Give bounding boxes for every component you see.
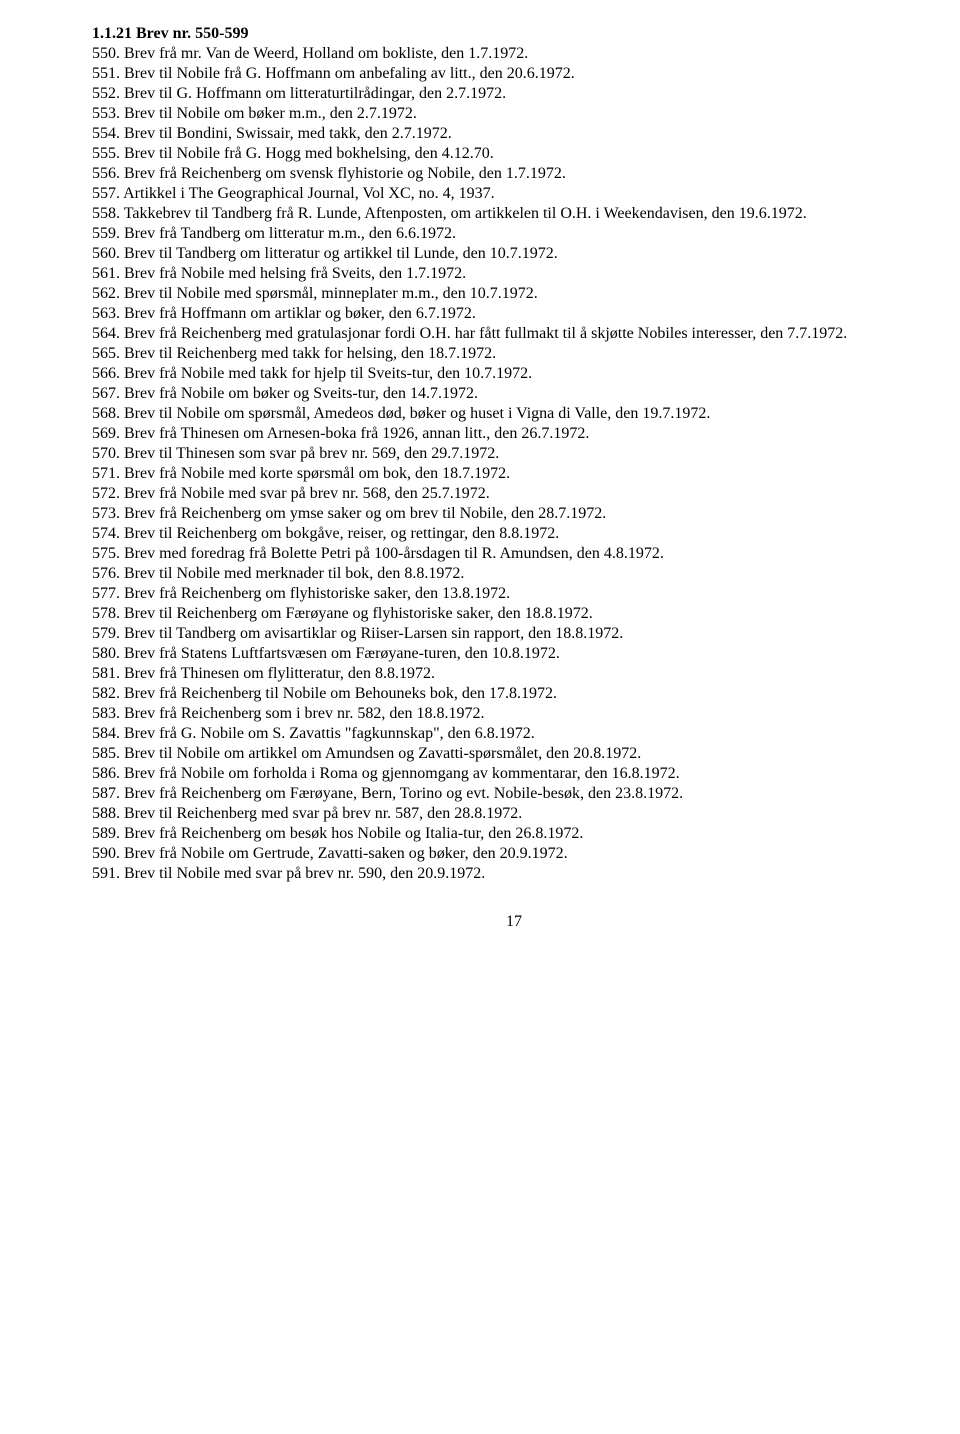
list-entry: 586. Brev frå Nobile om forholda i Roma …: [92, 764, 936, 784]
list-entry: 588. Brev til Reichenberg med svar på br…: [92, 804, 936, 824]
list-entry: 574. Brev til Reichenberg om bokgåve, re…: [92, 524, 936, 544]
list-entry: 582. Brev frå Reichenberg til Nobile om …: [92, 684, 936, 704]
list-entry: 550. Brev frå mr. Van de Weerd, Holland …: [92, 44, 936, 64]
list-entry: 566. Brev frå Nobile med takk for hjelp …: [92, 364, 936, 384]
entries-list: 550. Brev frå mr. Van de Weerd, Holland …: [92, 44, 936, 884]
list-entry: 578. Brev til Reichenberg om Færøyane og…: [92, 604, 936, 624]
list-entry: 579. Brev til Tandberg om avisartiklar o…: [92, 624, 936, 644]
list-entry: 564. Brev frå Reichenberg med gratulasjo…: [92, 324, 936, 344]
list-entry: 577. Brev frå Reichenberg om flyhistoris…: [92, 584, 936, 604]
list-entry: 555. Brev til Nobile frå G. Hogg med bok…: [92, 144, 936, 164]
list-entry: 581. Brev frå Thinesen om flylitteratur,…: [92, 664, 936, 684]
list-entry: 571. Brev frå Nobile med korte spørsmål …: [92, 464, 936, 484]
list-entry: 557. Artikkel i The Geographical Journal…: [92, 184, 936, 204]
list-entry: 553. Brev til Nobile om bøker m.m., den …: [92, 104, 936, 124]
list-entry: 587. Brev frå Reichenberg om Færøyane, B…: [92, 784, 936, 804]
list-entry: 576. Brev til Nobile med merknader til b…: [92, 564, 936, 584]
list-entry: 563. Brev frå Hoffmann om artiklar og bø…: [92, 304, 936, 324]
list-entry: 551. Brev til Nobile frå G. Hoffmann om …: [92, 64, 936, 84]
list-entry: 591. Brev til Nobile med svar på brev nr…: [92, 864, 936, 884]
list-entry: 567. Brev frå Nobile om bøker og Sveits-…: [92, 384, 936, 404]
list-entry: 558. Takkebrev til Tandberg frå R. Lunde…: [92, 204, 936, 224]
list-entry: 552. Brev til G. Hoffmann om litteraturt…: [92, 84, 936, 104]
list-entry: 575. Brev med foredrag frå Bolette Petri…: [92, 544, 936, 564]
list-entry: 585. Brev til Nobile om artikkel om Amun…: [92, 744, 936, 764]
list-entry: 572. Brev frå Nobile med svar på brev nr…: [92, 484, 936, 504]
list-entry: 573. Brev frå Reichenberg om ymse saker …: [92, 504, 936, 524]
list-entry: 561. Brev frå Nobile med helsing frå Sve…: [92, 264, 936, 284]
list-entry: 559. Brev frå Tandberg om litteratur m.m…: [92, 224, 936, 244]
list-entry: 569. Brev frå Thinesen om Arnesen-boka f…: [92, 424, 936, 444]
list-entry: 584. Brev frå G. Nobile om S. Zavattis "…: [92, 724, 936, 744]
list-entry: 568. Brev til Nobile om spørsmål, Amedeo…: [92, 404, 936, 424]
list-entry: 580. Brev frå Statens Luftfartsvæsen om …: [92, 644, 936, 664]
list-entry: 589. Brev frå Reichenberg om besøk hos N…: [92, 824, 936, 844]
list-entry: 565. Brev til Reichenberg med takk for h…: [92, 344, 936, 364]
list-entry: 583. Brev frå Reichenberg som i brev nr.…: [92, 704, 936, 724]
list-entry: 570. Brev til Thinesen som svar på brev …: [92, 444, 936, 464]
page-number: 17: [92, 912, 936, 932]
list-entry: 562. Brev til Nobile med spørsmål, minne…: [92, 284, 936, 304]
list-entry: 560. Brev til Tandberg om litteratur og …: [92, 244, 936, 264]
list-entry: 556. Brev frå Reichenberg om svensk flyh…: [92, 164, 936, 184]
list-entry: 590. Brev frå Nobile om Gertrude, Zavatt…: [92, 844, 936, 864]
list-entry: 554. Brev til Bondini, Swissair, med tak…: [92, 124, 936, 144]
section-heading: 1.1.21 Brev nr. 550-599: [92, 24, 936, 44]
